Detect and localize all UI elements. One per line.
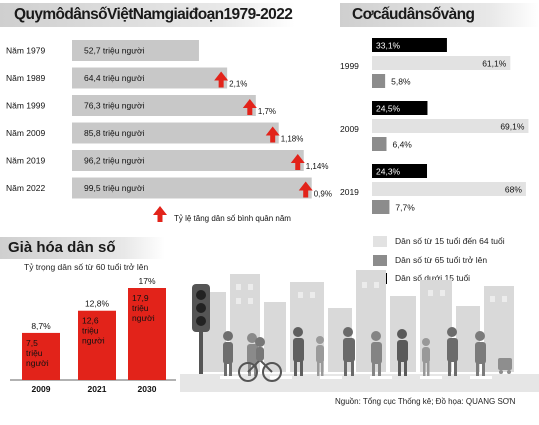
growth-rate-label: 1,14% <box>306 162 329 171</box>
population-bar <box>72 150 304 171</box>
legend-swatch-light <box>373 235 387 247</box>
year-label: Năm 1989 <box>6 73 45 83</box>
population-aging-chart: 8,7%7,5triệungười200912,8%12,6triệungười… <box>10 276 176 394</box>
aging-count-label: 17,9 <box>132 293 149 303</box>
structure-year-label: 2009 <box>340 124 359 134</box>
up-arrow-icon <box>153 206 167 222</box>
aging-year-label: 2021 <box>88 384 107 394</box>
population-value-label: 52,7 triệu người <box>84 46 145 56</box>
legend-label: Dân số dưới 15 tuổi <box>395 273 471 283</box>
structure-value-label: 24,3% <box>376 167 401 177</box>
population-scale-chart: Năm 1979 52,7 triệu người Năm 1989 64,4 tri… <box>6 40 332 223</box>
aging-bar <box>78 310 116 380</box>
structure-bar <box>372 56 511 70</box>
aging-count-label: người <box>26 358 49 368</box>
year-label: Năm 2009 <box>6 128 45 138</box>
aging-count-label: 7,5 <box>26 338 38 348</box>
structure-bar <box>372 164 428 178</box>
structure-bar <box>372 137 387 151</box>
population-bar <box>72 67 228 89</box>
growth-note: Tỷ lệ tăng dân số bình quân năm <box>174 214 291 223</box>
structure-value-label: 24,5% <box>376 104 401 114</box>
aging-percent-label: 12,8% <box>85 299 110 309</box>
aging-bar <box>22 332 60 380</box>
city-skyline-icon <box>200 270 514 372</box>
aging-count-label: 12,6 <box>82 316 99 326</box>
year-label: Năm 2022 <box>6 183 45 193</box>
structure-bar <box>372 200 390 214</box>
aging-bar <box>128 288 166 380</box>
legend-item-elderly: Dân số từ 65 tuổi trở lên <box>373 253 487 267</box>
population-value-label: 96,2 triệu người <box>84 156 145 166</box>
legend-label: Dân số từ 15 tuổi đến 64 tuổi <box>395 236 505 246</box>
structure-bar <box>372 101 428 115</box>
aging-count-label: triệu <box>26 348 43 358</box>
scale-title: QuymôdânsốViệtNamgiaiđoạn1979-2022 <box>14 6 293 23</box>
structure-year-label: 1999 <box>340 61 359 71</box>
year-label: Năm 1979 <box>6 46 45 56</box>
growth-rate-label: 1,7% <box>258 107 276 116</box>
aging-title: Già hóa dân số <box>8 239 116 256</box>
structure-bar <box>372 182 526 196</box>
population-value-label: 85,8 triệu người <box>84 128 145 138</box>
aging-year-label: 2009 <box>32 384 51 394</box>
year-label: Năm 1999 <box>6 101 45 111</box>
population-value-label: 76,3 triệu người <box>84 101 145 111</box>
aging-title-background <box>0 237 165 259</box>
traffic-light-icon <box>192 284 210 384</box>
population-bar <box>72 122 279 144</box>
aging-count-label: triệu <box>82 326 99 336</box>
aging-year-label: 2030 <box>138 384 157 394</box>
structure-value-label: 7,7% <box>395 203 415 213</box>
population-structure-chart: 1999 33,1% 61,1% 5,8% 2009 24,5% 69,1% 6,4% 2019… <box>340 38 529 214</box>
structure-title-background <box>340 3 539 27</box>
population-value-label: 99,5 triệu người <box>84 183 145 193</box>
scale-title-background <box>0 3 295 27</box>
legend-label: Dân số từ 65 tuổi trở lên <box>395 255 488 265</box>
growth-rate-label: 2,1% <box>229 80 247 89</box>
population-value-label: 64,4 triệu người <box>84 73 145 83</box>
year-label: Năm 2019 <box>6 156 45 166</box>
growth-rate-label: 0,9% <box>314 190 332 199</box>
aging-count-label: người <box>132 313 155 323</box>
population-bar <box>72 95 256 116</box>
crowd-silhouette-icon <box>223 327 512 382</box>
population-bar <box>72 40 199 61</box>
structure-year-label: 2019 <box>340 187 359 197</box>
up-arrow-icon <box>265 126 280 143</box>
aging-count-label: người <box>82 336 105 346</box>
up-arrow-icon <box>298 181 313 198</box>
up-arrow-icon <box>242 99 257 115</box>
aging-subtitle: Tỷ trọng dân số từ 60 tuổi trở lên <box>24 262 149 272</box>
structure-value-label: 33,1% <box>376 41 401 51</box>
structure-value-label: 69,1% <box>500 122 525 132</box>
structure-value-label: 5,8% <box>391 77 411 87</box>
aging-percent-label: 17% <box>138 276 155 286</box>
structure-value-label: 68% <box>505 185 522 195</box>
legend-swatch-gray <box>373 254 387 266</box>
aging-count-label: triệu <box>132 303 149 313</box>
structure-value-label: 6,4% <box>392 140 412 150</box>
structure-value-label: 61,1% <box>482 59 507 69</box>
legend-item-working-age: Dân số từ 15 tuổi đến 64 tuổi <box>373 234 505 248</box>
structure-bar <box>372 38 447 52</box>
up-arrow-icon <box>290 154 305 170</box>
structure-title: Cơcấudânsốvàng <box>352 6 475 23</box>
structure-bar <box>372 119 529 133</box>
aging-percent-label: 8,7% <box>31 321 51 331</box>
up-arrow-icon <box>214 71 229 88</box>
structure-bar <box>372 74 386 88</box>
growth-rate-label: 1,18% <box>281 135 304 144</box>
street-illustration <box>180 270 539 392</box>
population-bar <box>72 177 312 199</box>
source-credit: Nguồn: Tổng cục Thống kê; Đồ họa: QUANG … <box>335 397 516 406</box>
